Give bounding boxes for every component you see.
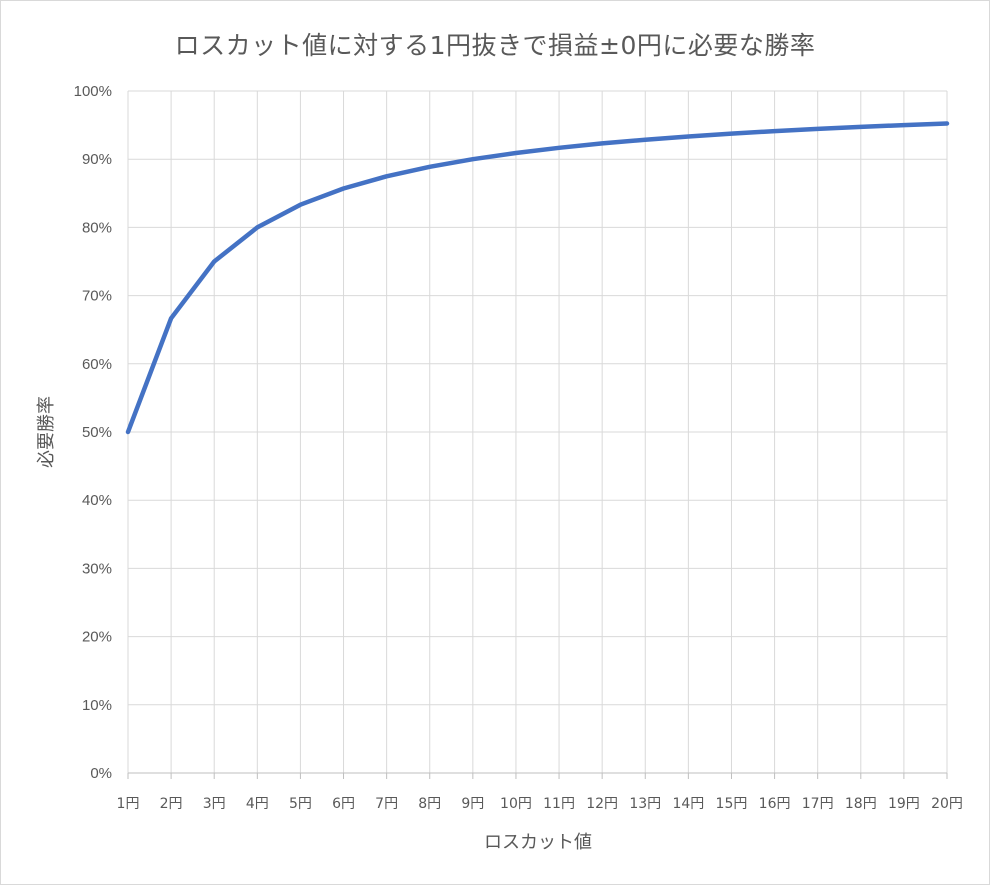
- x-tick-label: 16円: [759, 796, 791, 812]
- y-tick-label: 70%: [82, 288, 112, 305]
- y-tick-label: 0%: [90, 765, 112, 782]
- y-tick-label: 50%: [82, 424, 112, 441]
- x-tick-label: 3円: [203, 796, 226, 812]
- x-tick-label: 12円: [586, 796, 618, 812]
- y-tick-label: 90%: [82, 151, 112, 168]
- y-tick-label: 40%: [82, 492, 112, 509]
- y-tick-label: 20%: [82, 629, 112, 646]
- x-tick-label: 18円: [845, 796, 877, 812]
- y-tick-label: 100%: [74, 83, 112, 100]
- y-tick-label: 30%: [82, 560, 112, 577]
- x-tick-label: 8円: [418, 796, 441, 812]
- x-tick-label: 10円: [500, 796, 532, 812]
- x-tick-label: 5円: [289, 796, 312, 812]
- y-tick-label: 80%: [82, 219, 112, 236]
- x-tick-label: 1円: [117, 796, 140, 812]
- x-tick-label: 20円: [931, 796, 963, 812]
- y-axis-label: 必要勝率: [36, 396, 57, 468]
- x-axis-label: ロスカット値: [484, 832, 592, 853]
- x-tick-label: 6円: [332, 796, 355, 812]
- chart-title: ロスカット値に対する1円抜きで損益±0円に必要な勝率: [174, 31, 816, 60]
- x-tick-label: 4円: [246, 796, 269, 812]
- x-tick-label: 19円: [888, 796, 920, 812]
- x-tick-label: 14円: [672, 796, 704, 812]
- x-tick-label: 13円: [629, 796, 661, 812]
- x-tick-label: 11円: [543, 796, 575, 812]
- x-tick-label: 7円: [375, 796, 398, 812]
- x-tick-label: 15円: [716, 796, 748, 812]
- x-tick-label: 17円: [802, 796, 834, 812]
- x-tick-label: 2円: [160, 796, 183, 812]
- x-tick-label: 9円: [461, 796, 484, 812]
- y-tick-label: 10%: [82, 697, 112, 714]
- series-line: [125, 121, 950, 435]
- y-tick-label: 60%: [82, 356, 112, 373]
